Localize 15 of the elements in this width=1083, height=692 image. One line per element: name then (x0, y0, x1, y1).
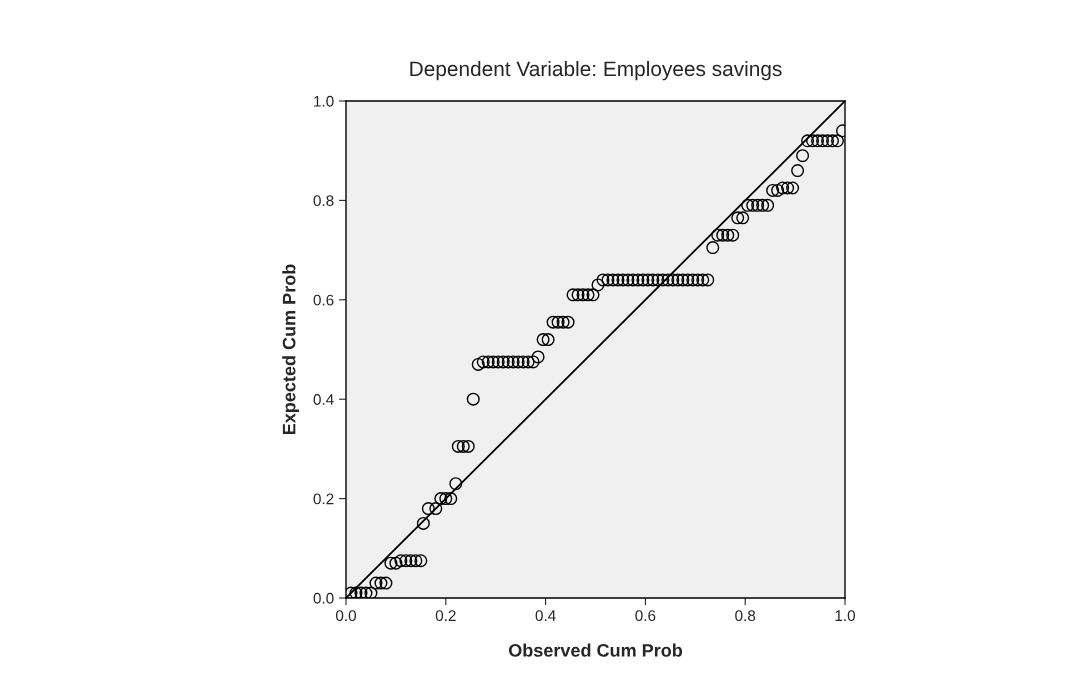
x-tick-label: 0.6 (635, 610, 656, 622)
x-tick-label: 0.0 (335, 610, 357, 622)
y-axis-title: Expected Cum Prob (282, 264, 300, 435)
x-tick-label: 0.2 (435, 610, 456, 622)
chart-title: Dependent Variable: Employees savings (410, 60, 782, 81)
x-axis-title: Observed Cum Prob (508, 643, 683, 657)
y-tick-label: 1.0 (314, 95, 334, 107)
y-tick-label: 0.4 (313, 394, 334, 405)
x-tick-label: 0.4 (535, 610, 556, 622)
y-tick-label: 0.0 (313, 592, 334, 604)
y-tick-label: 0.6 (313, 294, 334, 306)
y-tick-label: 0.8 (313, 195, 334, 207)
x-tick-label: 1.0 (835, 610, 856, 622)
x-tick-label: 0.8 (735, 610, 756, 622)
y-tick-label: 0.2 (313, 493, 334, 505)
